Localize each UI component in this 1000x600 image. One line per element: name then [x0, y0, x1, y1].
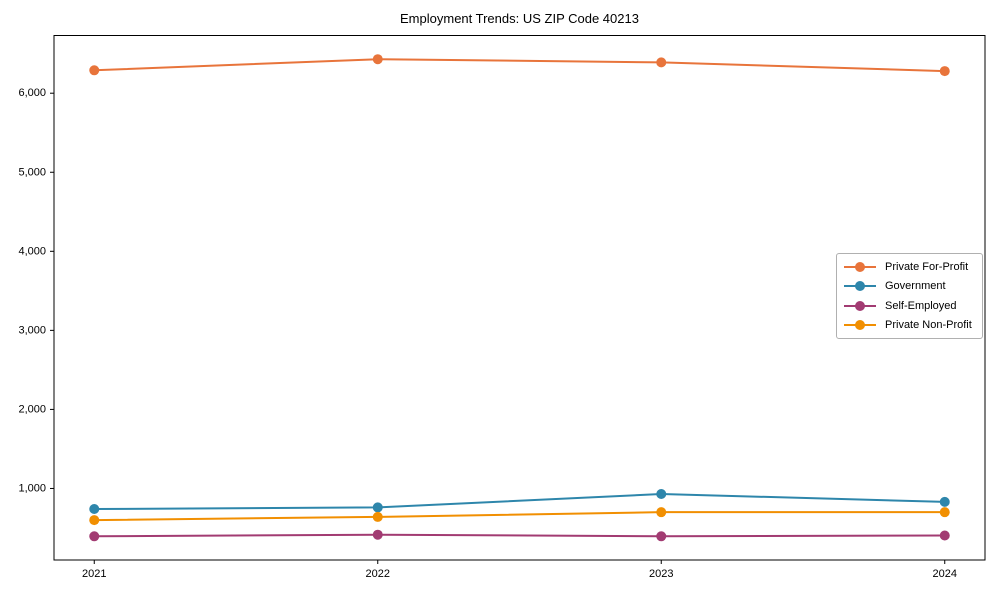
data-point-government-2021: [89, 504, 100, 515]
data-point-private-non-profit-2023: [656, 507, 667, 518]
y-tick-label: 2,000: [18, 403, 46, 415]
data-point-private-non-profit-2024: [939, 507, 950, 518]
series-line-private-for-profit: [93, 58, 946, 73]
series-line-government: [93, 492, 946, 511]
legend-item-private-for-profit: Private For-Profit: [843, 257, 976, 277]
x-tick-label-2021: 2021: [82, 568, 106, 580]
data-point-self-employed-2024: [939, 530, 950, 541]
series-line-self-employed: [93, 533, 946, 538]
series-line-private-non-profit: [93, 511, 946, 522]
y-tick-label: 6,000: [18, 87, 46, 99]
data-point-private-non-profit-2022: [372, 511, 383, 522]
plot-frame: [53, 35, 986, 561]
y-tick-label: 3,000: [18, 324, 46, 336]
data-point-government-2022: [372, 502, 383, 513]
data-point-government-2024: [939, 496, 950, 507]
legend-marker-self-employed: [844, 300, 876, 311]
legend-marker-government: [844, 281, 876, 292]
x-tick-label-2022: 2022: [366, 568, 390, 580]
legend-marker-private-non-profit: [844, 320, 876, 331]
data-point-self-employed-2021: [89, 531, 100, 542]
data-point-private-for-profit-2024: [939, 66, 950, 77]
legend-item-government: Government: [843, 277, 976, 297]
legend: Private For-Profit Government Self-Employe…: [836, 253, 983, 339]
x-tick-label-2023: 2023: [649, 568, 673, 580]
y-tick-label: 5,000: [18, 166, 46, 178]
chart-title: Employment Trends: US ZIP Code 40213: [400, 11, 639, 26]
data-point-self-employed-2022: [372, 529, 383, 540]
data-point-government-2023: [656, 488, 667, 499]
x-tick-label-2024: 2024: [933, 568, 957, 580]
legend-item-self-employed: Self-Employed: [843, 296, 976, 316]
legend-item-private-non-profit: Private Non-Profit: [843, 316, 976, 336]
legend-label-government: Government: [885, 280, 946, 293]
data-point-private-for-profit-2023: [656, 57, 667, 68]
y-tick-label: 1,000: [18, 482, 46, 494]
legend-label-private-non-profit: Private Non-Profit: [885, 319, 972, 332]
data-point-private-non-profit-2021: [89, 515, 100, 526]
legend-label-private-for-profit: Private For-Profit: [885, 260, 969, 273]
data-point-self-employed-2023: [656, 531, 667, 542]
y-tick-label: 4,000: [18, 245, 46, 257]
legend-label-self-employed: Self-Employed: [885, 299, 957, 312]
data-point-private-for-profit-2021: [89, 65, 100, 76]
data-point-private-for-profit-2022: [372, 54, 383, 65]
legend-marker-private-for-profit: [844, 261, 876, 272]
